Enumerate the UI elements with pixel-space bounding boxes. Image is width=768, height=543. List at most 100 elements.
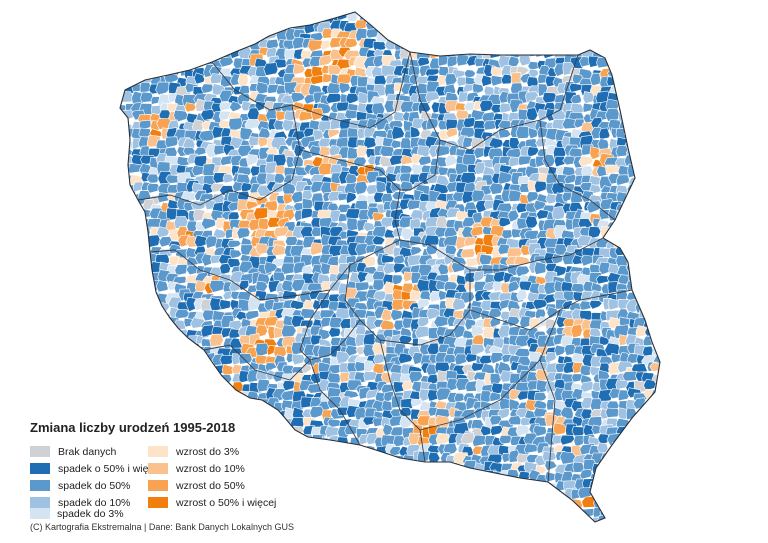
municipality-cell xyxy=(417,298,430,309)
municipality-cell xyxy=(637,193,651,205)
municipality-cell xyxy=(544,12,560,27)
municipality-cell xyxy=(140,35,153,51)
municipality-cell xyxy=(651,415,660,429)
municipality-cell xyxy=(643,27,659,41)
municipality-cell xyxy=(382,12,400,18)
legend-item-decrease-to-50: spadek do 50% xyxy=(30,479,130,492)
municipality-cell xyxy=(262,461,277,472)
municipality-cell xyxy=(622,237,638,250)
municipality-cell xyxy=(409,37,425,49)
municipality-cell xyxy=(292,452,306,466)
legend-label: wzrost do 10% xyxy=(176,462,245,475)
municipality-cell xyxy=(120,164,125,176)
municipality-cell xyxy=(168,346,184,357)
municipality-cell xyxy=(174,29,187,44)
municipality-cell xyxy=(643,108,658,122)
municipality-cell xyxy=(352,156,367,168)
municipality-cell xyxy=(375,497,389,508)
municipality-cell xyxy=(634,110,648,123)
municipality-cell xyxy=(636,101,652,114)
municipality-cell xyxy=(184,102,197,113)
municipality-cell xyxy=(258,508,273,520)
municipality-cell xyxy=(434,12,450,15)
municipality-cell xyxy=(265,450,280,464)
municipality-cell xyxy=(645,12,658,23)
municipality-cell xyxy=(616,174,630,186)
municipality-cell xyxy=(144,400,160,413)
municipality-cell xyxy=(398,462,413,473)
municipality-cell xyxy=(476,29,488,40)
municipality-cell xyxy=(391,486,405,498)
municipality-cell xyxy=(641,462,659,477)
municipality-cell xyxy=(455,472,471,484)
municipality-cell xyxy=(661,247,674,259)
municipality-cell xyxy=(336,472,352,483)
municipality-cell xyxy=(609,477,625,491)
municipality-cell xyxy=(525,31,538,45)
municipality-cell xyxy=(579,40,591,52)
municipality-cell xyxy=(626,280,639,291)
municipality-cell xyxy=(460,248,476,259)
municipality-cell xyxy=(624,519,638,522)
municipality-cell xyxy=(123,507,138,518)
municipality-cell xyxy=(399,21,415,33)
municipality-cell xyxy=(320,39,332,51)
municipality-cell xyxy=(537,486,552,499)
municipality-cell xyxy=(156,343,170,356)
municipality-cell xyxy=(664,228,677,238)
municipality-cell xyxy=(643,72,657,84)
municipality-cell xyxy=(160,12,173,15)
municipality-cell xyxy=(606,515,621,522)
municipality-cell xyxy=(164,59,179,70)
municipality-cell xyxy=(625,65,639,81)
municipality-cell xyxy=(202,391,216,402)
municipality-cell xyxy=(313,12,327,15)
municipality-cell xyxy=(218,299,232,311)
municipality-cell xyxy=(345,460,361,474)
municipality-cell xyxy=(120,171,126,185)
municipality-cell xyxy=(559,434,575,446)
municipality-cell xyxy=(453,517,468,522)
municipality-cell xyxy=(367,516,381,522)
municipality-cell xyxy=(665,155,677,168)
municipality-cell xyxy=(142,1,154,12)
municipality-cell xyxy=(156,54,174,68)
municipality-cell xyxy=(183,381,199,396)
municipality-cell xyxy=(551,182,566,195)
municipality-cell xyxy=(238,432,253,446)
municipality-cell xyxy=(535,504,552,516)
municipality-cell xyxy=(463,510,478,522)
municipality-cell xyxy=(661,42,672,53)
municipality-cell xyxy=(363,504,377,517)
municipality-cell xyxy=(657,220,660,234)
municipality-cell xyxy=(481,516,495,522)
municipality-cell xyxy=(164,73,180,85)
municipality-cell xyxy=(634,94,649,108)
legend-swatch xyxy=(148,446,168,457)
municipality-cell xyxy=(120,12,124,15)
municipality-cell xyxy=(643,254,657,269)
municipality-cell xyxy=(249,471,263,483)
municipality-cell xyxy=(619,12,633,13)
municipality-cell xyxy=(136,13,152,25)
municipality-cell xyxy=(559,451,576,465)
municipality-cell xyxy=(646,12,659,13)
municipality-cell xyxy=(320,515,337,522)
municipality-cell xyxy=(131,392,146,403)
municipality-cell xyxy=(213,41,227,51)
municipality-cell xyxy=(492,19,508,32)
municipality-cell xyxy=(246,153,259,167)
legend-swatch xyxy=(30,480,50,491)
municipality-cell xyxy=(159,370,172,382)
municipality-cell xyxy=(120,351,128,366)
municipality-cell xyxy=(373,454,387,468)
municipality-cell xyxy=(254,444,268,454)
municipality-cell xyxy=(285,481,298,492)
municipality-cell xyxy=(120,391,135,405)
municipality-cell xyxy=(649,453,660,466)
municipality-cell xyxy=(625,463,638,473)
municipality-cell xyxy=(636,120,651,134)
municipality-cell xyxy=(528,12,541,16)
municipality-cell xyxy=(245,441,259,455)
